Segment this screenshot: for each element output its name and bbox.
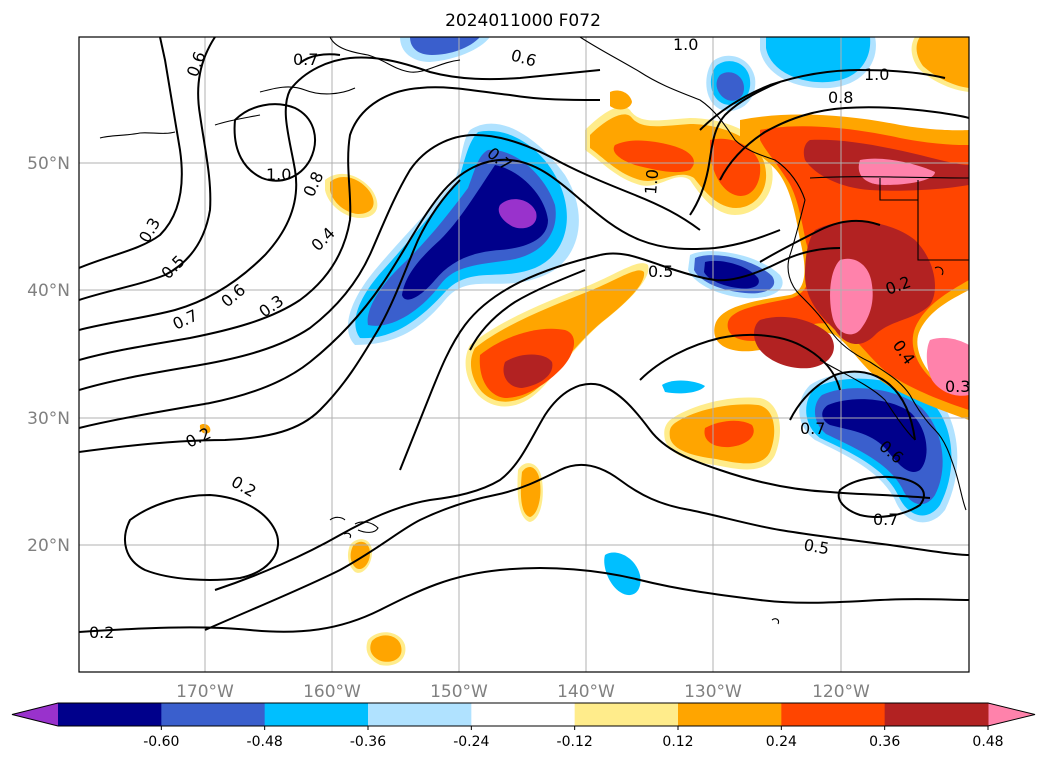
positive-anomaly-ne-corner-orange <box>916 37 969 88</box>
latitude-tick-label: 20°N <box>27 536 70 556</box>
colorbar-segment <box>264 703 369 726</box>
longitude-tick-label: 130°W <box>684 682 742 702</box>
colorbar-segment <box>471 703 576 726</box>
map-frame <box>78 36 970 673</box>
contour-lines <box>79 37 969 633</box>
longitude-tick-label: 170°W <box>176 682 234 702</box>
negative-anomaly-ca-dark <box>822 399 927 472</box>
positive-anomaly-tiny-1 <box>610 90 632 110</box>
contour-label: 0.7 <box>800 419 825 438</box>
positive-anomaly-pac-nw-red <box>613 140 694 173</box>
colorbar-extend-high <box>988 703 1035 726</box>
positive-anomaly-small-orange-3 <box>370 635 402 662</box>
contour-label: 0.8 <box>828 88 853 107</box>
contour-label: 0.7 <box>873 510 898 529</box>
colorbar-segment <box>58 703 162 726</box>
figure-title: 2024011000 F072 <box>445 11 601 31</box>
longitude-tick-label: 140°W <box>557 682 615 702</box>
coastlines <box>99 37 969 625</box>
contour-label: 1.0 <box>266 165 291 184</box>
colorbar-tick-label: -0.48 <box>247 734 283 750</box>
longitude-tick-label: 160°W <box>303 682 361 702</box>
latitude-axis: 50°N 40°N 30°N 20°N <box>27 154 70 556</box>
colorbar-segment <box>574 703 679 726</box>
contour-label: 0.3 <box>945 377 970 396</box>
colorbar-tick-label: 0.36 <box>869 734 900 750</box>
colorbar-tick-label: 0.12 <box>662 734 693 750</box>
longitude-axis: 170°W 160°W 150°W 140°W 130°W 120°W <box>176 682 870 702</box>
contour-label: 0.5 <box>648 262 673 281</box>
contour-label: 0.2 <box>89 623 114 642</box>
colorbar-tick-label: -0.12 <box>557 734 593 750</box>
colorbar-segment <box>678 703 782 726</box>
contour-label: 0.7 <box>293 50 318 69</box>
graticule <box>79 37 969 672</box>
contour-label: 1.0 <box>673 35 698 54</box>
positive-anomaly-east-pink <box>926 337 969 396</box>
negative-anomaly-bc-deep <box>716 72 744 101</box>
colorbar-extend-low <box>12 703 58 726</box>
negative-anomaly-sliver <box>662 380 705 394</box>
positive-anomaly-small-orange-1 <box>520 466 541 517</box>
colorbar: -0.60 -0.48 -0.36 -0.24 -0.12 0.12 0.24 0.36 0.4… <box>11 702 1036 750</box>
latitude-tick-label: 30°N <box>27 409 70 429</box>
negative-anomaly-dark-blue <box>402 165 548 300</box>
positive-anomaly-sw-red <box>704 420 754 448</box>
contour-label: 1.0 <box>641 168 662 195</box>
positive-anomaly-ne-pink <box>858 158 935 185</box>
latitude-tick-label: 40°N <box>27 281 70 301</box>
negative-anomaly-mid-dark <box>704 260 759 289</box>
positive-anomaly-pac-nw-red-2 <box>710 138 761 196</box>
positive-anomaly-central-band-darkred <box>503 354 553 388</box>
map-panel: 0.6 0.7 0.6 1.0 1.0 0.8 1.0 0.8 0.3 0.5 … <box>79 35 970 672</box>
colorbar-tick-label: 0.48 <box>972 734 1003 750</box>
longitude-tick-label: 150°W <box>430 682 488 702</box>
colorbar-segment <box>781 703 886 726</box>
positive-anomaly-nw-pac-orange <box>330 177 374 214</box>
latitude-tick-label: 50°N <box>27 154 70 174</box>
colorbar-tick-label: -0.24 <box>453 734 489 750</box>
colorbar-segment <box>368 703 472 726</box>
negative-anomaly-purple <box>498 199 537 229</box>
filled-anomaly-fields <box>199 37 969 666</box>
longitude-tick-label: 120°W <box>812 682 870 702</box>
colorbar-outline <box>11 702 1036 727</box>
colorbar-tick-label: -0.60 <box>143 734 179 750</box>
negative-anomaly-north-blue <box>410 37 480 55</box>
negative-anomaly-small-blue <box>604 552 641 596</box>
colorbar-tick-label: -0.36 <box>350 734 386 750</box>
colorbar-tick-label: 0.24 <box>766 734 797 750</box>
contour-label: 0.5 <box>802 535 830 558</box>
contour-label: 1.0 <box>864 65 889 84</box>
colorbar-segment <box>884 703 989 726</box>
colorbar-segment <box>161 703 266 726</box>
